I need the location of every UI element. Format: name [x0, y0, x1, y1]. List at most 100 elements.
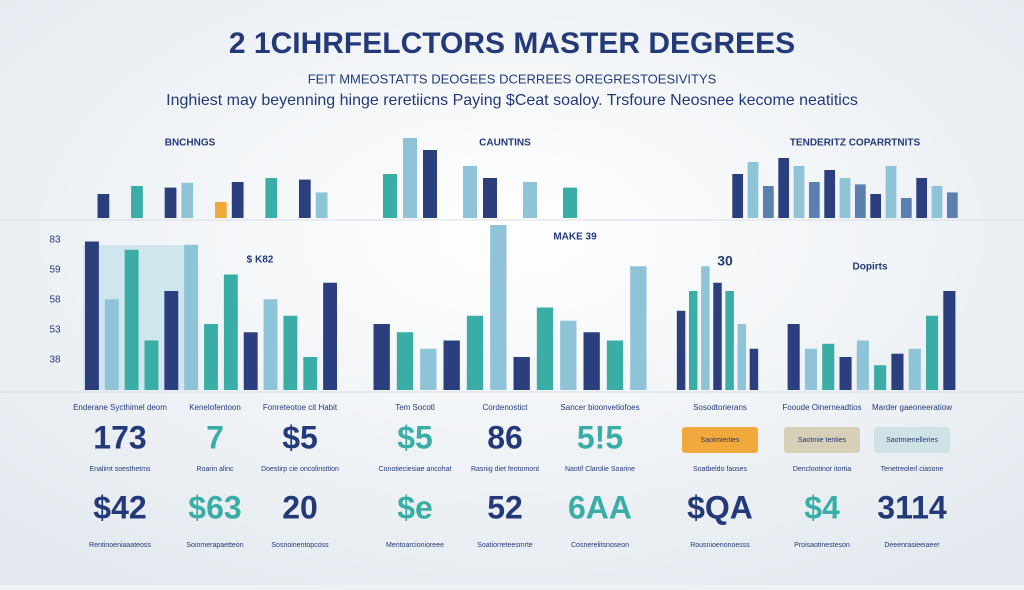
bar [793, 166, 805, 218]
bar [144, 340, 159, 390]
stat-note: Enalimt soesthetms [89, 466, 151, 473]
bar [583, 332, 600, 390]
stat-caption: Sancer bioonvetiofoes [560, 403, 639, 412]
stat-note: Tenetreolerl ciasone [881, 466, 944, 473]
bar [713, 282, 722, 390]
axis-label: 53 [49, 325, 61, 336]
bar [396, 332, 414, 390]
stat-caption: Fonreteotoe cit Habit [263, 403, 338, 412]
bar [423, 150, 437, 218]
panel-label: MAKE 39 [553, 232, 597, 243]
stat-value: 3114 [877, 489, 947, 525]
bar [298, 179, 311, 218]
bar [925, 315, 939, 390]
bar [513, 357, 530, 390]
bar [84, 241, 99, 390]
stat-caption: Tem Socotl [395, 403, 435, 412]
bar [265, 178, 278, 218]
bar [490, 225, 507, 390]
bar [223, 274, 238, 390]
stat-value: $QA [687, 489, 753, 525]
bar [725, 291, 734, 390]
bar [747, 162, 759, 218]
bar [804, 348, 818, 390]
panel-label: Dopirts [853, 262, 888, 273]
bar [403, 138, 417, 218]
bar [283, 315, 298, 390]
bar [946, 192, 958, 218]
bar [856, 340, 869, 390]
axis-label: 83 [49, 235, 61, 246]
bar [243, 332, 258, 390]
stat-note: Naotif Clarolie Soarine [565, 466, 635, 473]
bar [874, 365, 887, 390]
bar [891, 353, 904, 390]
stat-note: Deeenrasieeiaeer [884, 542, 940, 549]
stat-note: Conotieciesiae ancohat [379, 466, 452, 473]
bar [900, 198, 912, 218]
panel-label: CAUNTINS [479, 138, 531, 149]
stat-note: Roarin alinc [197, 466, 234, 473]
stat-value: $e [397, 489, 433, 525]
bar [97, 194, 110, 218]
axis-label: 59 [49, 265, 61, 276]
bar [885, 166, 897, 218]
stat-note: Soatiorreteesmrte [477, 542, 533, 549]
bar [215, 202, 227, 218]
bar [204, 324, 218, 390]
bar [787, 324, 800, 390]
stat-value: 7 [206, 419, 224, 455]
stat-note: Rentinoeniaaateoss [89, 542, 151, 549]
bar [762, 186, 774, 218]
stat-note: Rousnioenonoesss [690, 542, 750, 549]
bar [688, 291, 698, 390]
bar [630, 266, 647, 390]
panel-label: TENDERITZ COPARRTNITS [790, 138, 921, 149]
bar [536, 307, 554, 390]
bar [749, 348, 759, 390]
stat-note: Doestirp cie oncolinsttion [261, 466, 339, 473]
bar [822, 343, 835, 390]
bar [870, 194, 882, 218]
bar [916, 178, 928, 218]
bar [315, 192, 328, 218]
stat-caption: Sosodtorierans [693, 403, 747, 412]
stat-caption: Marder gaeoneeratiow [872, 403, 952, 412]
stat-note: Cosnerelitsnoseon [571, 542, 629, 549]
bar [184, 244, 199, 390]
bar [373, 324, 390, 390]
bar [231, 182, 244, 218]
bar [839, 178, 851, 218]
bar [131, 186, 143, 218]
stat-note: Soatbeldo faoses [693, 466, 748, 473]
stat-box [874, 427, 950, 453]
panel-label: $ K82 [247, 255, 274, 266]
bar [104, 299, 119, 390]
bar [383, 174, 397, 218]
bar [606, 340, 624, 390]
bar [824, 170, 836, 218]
bar [523, 182, 537, 218]
stat-note: Mentoarcionioreee [386, 542, 444, 549]
stat-note: Soinmerapaetteon [186, 542, 243, 549]
bar [908, 348, 921, 390]
panel-label: 30 [717, 253, 733, 269]
bar [839, 357, 852, 390]
bar [483, 178, 497, 218]
stat-value: 6AA [568, 489, 632, 525]
bar [303, 357, 318, 390]
stat-value: 86 [487, 419, 523, 455]
axis-label: 58 [49, 295, 61, 306]
stat-value: $4 [804, 489, 840, 525]
stat-caption: Enderane Sycthimel deom [73, 403, 167, 412]
stat-caption: Cordenostict [483, 403, 529, 412]
bar [124, 249, 139, 390]
bar [854, 184, 866, 218]
stat-value: $5 [397, 419, 433, 455]
stat-box-text: Saotmierties [701, 437, 740, 444]
bar [420, 348, 437, 390]
stat-box-text: Saotmie tenties [798, 437, 847, 444]
stat-value: 173 [93, 419, 146, 455]
stat-value: $63 [188, 489, 241, 525]
